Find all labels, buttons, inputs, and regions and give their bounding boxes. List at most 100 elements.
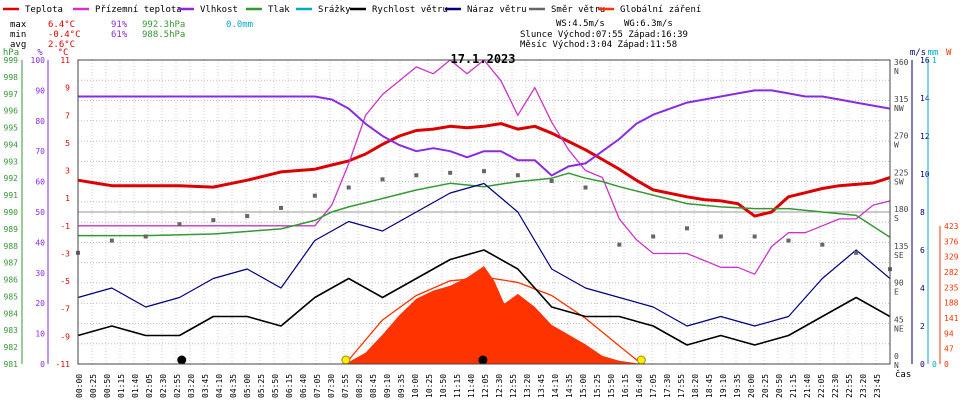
- wind-axis-tick-label: 8: [920, 208, 925, 217]
- x-tick-label: 20:50: [775, 374, 784, 398]
- temp-axis-tick-label: -7: [60, 305, 70, 314]
- legend-label: Tlak: [268, 5, 290, 15]
- legend-label: Srážky: [318, 5, 351, 15]
- pressure-axis-tick-label: 992: [4, 174, 19, 183]
- wind-direction-point: [448, 170, 453, 175]
- wind-axis-tick-label: 2: [920, 322, 925, 331]
- x-tick-label: 13:45: [537, 374, 546, 398]
- clear-sky-curve: [344, 276, 643, 365]
- x-tick-label: 00:25: [89, 374, 98, 398]
- wind-direction-point: [583, 185, 588, 190]
- direction-tick-label: N: [894, 361, 899, 370]
- direction-tick-label: 225: [894, 168, 909, 177]
- wind-direction-point: [245, 214, 250, 219]
- x-tick-label: 11:15: [453, 374, 462, 398]
- summary-label: avg: [10, 40, 26, 50]
- x-tick-label: 16:15: [621, 374, 630, 398]
- x-tick-label: 02:55: [173, 374, 182, 398]
- legend-label: Globální záření: [620, 5, 701, 15]
- direction-tick-label: NW: [894, 104, 904, 113]
- pressure-axis-tick-label: 991: [4, 191, 19, 200]
- pressure-axis-tick-label: 997: [4, 90, 19, 99]
- radiation-tick-label: 329: [944, 253, 959, 262]
- humidity-axis-tick-label: 0: [40, 360, 45, 369]
- x-tick-label: 05:50: [271, 374, 280, 398]
- moon-marker: [177, 355, 187, 365]
- x-tick-label: 07:55: [341, 374, 350, 398]
- humidity-axis-tick-label: 70: [35, 147, 45, 156]
- series-line: [78, 172, 891, 238]
- x-tick-label: 10:50: [439, 374, 448, 398]
- plot-frame: [77, 59, 891, 365]
- temp-axis-tick-label: 9: [65, 84, 70, 93]
- x-tick-label: 16:40: [635, 374, 644, 398]
- x-tick-label: 12:30: [495, 374, 504, 398]
- temp-axis-tick-label: 11: [60, 56, 70, 65]
- pressure-axis-tick-label: 999: [4, 56, 19, 65]
- direction-tick-label: S: [894, 214, 899, 223]
- wind-axis-tick-label: 0: [920, 360, 925, 369]
- pressure-axis-tick-label: 985: [4, 292, 19, 301]
- x-tick-label: 12:05: [481, 374, 490, 398]
- legend-label: Rychlost větru: [372, 5, 448, 15]
- temp-axis-tick-label: -1: [60, 222, 70, 231]
- x-tick-label: 23:45: [873, 374, 882, 398]
- pressure-axis-unit: hPa: [3, 48, 19, 58]
- x-tick-label: 08:20: [355, 374, 364, 398]
- temp-axis-tick-label: 5: [65, 139, 70, 148]
- x-tick-label: 05:25: [257, 374, 266, 398]
- x-tick-label: 17:55: [677, 374, 686, 398]
- legend-label: Teplota: [25, 5, 63, 15]
- wind-axis-tick-label: 4: [920, 284, 925, 293]
- radiation-axis-unit: W: [946, 48, 952, 58]
- humidity-axis-unit: %: [37, 48, 43, 58]
- wind-direction-point: [786, 238, 791, 243]
- axes: hPa9999989979969959949939929919909899889…: [3, 48, 959, 398]
- wind-direction-point: [279, 205, 283, 210]
- sun-marker: [636, 355, 646, 365]
- x-tick-label: 22:30: [831, 374, 840, 398]
- x-tick-label: 11:40: [467, 374, 476, 398]
- wind-direction-point: [177, 222, 182, 227]
- x-tick-label: 10:25: [425, 374, 434, 398]
- pressure-axis-tick-label: 984: [4, 309, 19, 318]
- x-tick-label: 15:25: [593, 374, 602, 398]
- wind-direction-point: [718, 234, 723, 239]
- wind-axis-tick-label: 14: [920, 94, 930, 103]
- wind-direction-point: [617, 242, 622, 247]
- x-tick-label: 20:00: [747, 374, 756, 398]
- direction-tick-label: 0: [894, 352, 899, 361]
- wind-direction-point: [515, 173, 520, 178]
- series-line: [77, 249, 891, 346]
- x-tick-label: 09:35: [397, 374, 406, 398]
- direction-tick-label: 270: [894, 132, 909, 141]
- x-tick-label: 10:00: [411, 374, 420, 398]
- direction-tick-label: 360: [894, 58, 909, 67]
- legend-label: Směr větru: [551, 5, 605, 15]
- pressure-axis-tick-label: 987: [4, 259, 19, 268]
- x-tick-label: 05:00: [243, 374, 252, 398]
- temp-axis-tick-label: -3: [60, 249, 70, 258]
- x-tick-label: 14:35: [565, 374, 574, 398]
- humidity-axis-tick-label: 100: [31, 56, 46, 65]
- radiation-tick-label: 376: [944, 237, 959, 246]
- wind-direction-point: [549, 178, 554, 183]
- direction-tick-label: W: [894, 141, 899, 150]
- direction-tick-label: 45: [894, 315, 904, 324]
- radiation-tick-label: 141: [944, 314, 959, 323]
- radiation-area: [345, 266, 642, 364]
- radiation-tick-label: 423: [944, 222, 959, 231]
- wind-direction-point: [380, 177, 385, 182]
- summary-sun: Slunce Východ:07:55 Západ:16:39: [520, 30, 688, 40]
- wind-direction-point: [109, 238, 114, 243]
- wind-direction-point: [211, 218, 216, 223]
- radiation-tick-label: 282: [944, 268, 959, 277]
- x-tick-label: 22:55: [845, 374, 854, 398]
- humidity-axis-tick-label: 40: [35, 238, 45, 247]
- pressure-axis-tick-label: 989: [4, 225, 19, 234]
- x-tick-label: 17:05: [649, 374, 658, 398]
- wind-direction-point: [651, 234, 656, 239]
- series-line: [77, 182, 891, 327]
- humidity-axis-tick-label: 90: [35, 86, 45, 95]
- direction-tick-label: N: [894, 67, 899, 76]
